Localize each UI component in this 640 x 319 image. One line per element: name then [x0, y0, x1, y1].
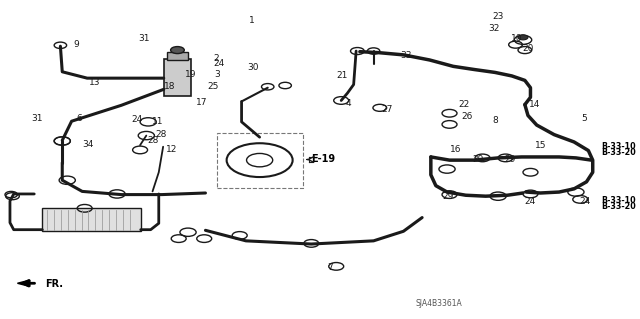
Text: 18: 18 — [164, 82, 175, 91]
Bar — [167, 52, 188, 60]
Circle shape — [518, 35, 528, 40]
Text: 11: 11 — [152, 117, 164, 126]
Text: 7: 7 — [327, 263, 333, 272]
Text: 12: 12 — [166, 145, 177, 154]
Circle shape — [171, 47, 184, 54]
Text: 14: 14 — [529, 100, 540, 109]
Text: 2: 2 — [214, 54, 220, 63]
Bar — [217, 133, 303, 188]
Text: SJA4B3361A: SJA4B3361A — [415, 299, 462, 308]
Text: 34: 34 — [83, 140, 94, 149]
Text: 17: 17 — [196, 98, 207, 107]
Text: B-33-20: B-33-20 — [601, 148, 636, 157]
Polygon shape — [17, 280, 30, 286]
Text: 4: 4 — [346, 99, 351, 108]
Text: FR.: FR. — [45, 279, 63, 289]
Text: 28: 28 — [155, 130, 166, 139]
Text: 8: 8 — [493, 116, 499, 125]
Text: 24: 24 — [214, 59, 225, 68]
Text: 32: 32 — [488, 24, 499, 33]
Text: 24: 24 — [131, 115, 143, 124]
Text: 26: 26 — [461, 112, 473, 121]
Text: 33: 33 — [400, 51, 412, 60]
Text: 30: 30 — [248, 63, 259, 72]
Text: 31: 31 — [139, 34, 150, 43]
Text: 1: 1 — [250, 16, 255, 25]
Text: B-33-10: B-33-10 — [601, 196, 636, 205]
Bar — [42, 208, 141, 231]
Text: B-33-20: B-33-20 — [601, 202, 636, 211]
Text: 13: 13 — [89, 78, 100, 87]
Bar — [164, 59, 191, 96]
Text: 29: 29 — [443, 192, 454, 201]
Text: 6: 6 — [77, 114, 83, 123]
Text: 9: 9 — [73, 40, 79, 49]
Text: 16: 16 — [450, 145, 461, 154]
Text: 20: 20 — [522, 44, 534, 53]
Text: E-19: E-19 — [311, 154, 335, 165]
Text: 10: 10 — [511, 34, 522, 43]
Text: 21: 21 — [337, 71, 348, 80]
Text: 24: 24 — [580, 197, 591, 206]
Text: 25: 25 — [207, 82, 219, 91]
Text: 5: 5 — [581, 114, 587, 123]
Text: 29: 29 — [505, 155, 516, 164]
Text: 23: 23 — [492, 12, 504, 21]
Text: 3: 3 — [214, 70, 220, 78]
Text: 29: 29 — [472, 155, 484, 164]
Text: 27: 27 — [381, 105, 393, 114]
Text: 22: 22 — [458, 100, 470, 109]
Text: 28: 28 — [147, 137, 159, 145]
Text: 24: 24 — [525, 197, 536, 206]
Text: B-33-10: B-33-10 — [601, 142, 636, 151]
Text: 31: 31 — [31, 114, 43, 123]
Text: 15: 15 — [534, 141, 546, 150]
Text: 19: 19 — [185, 70, 196, 78]
